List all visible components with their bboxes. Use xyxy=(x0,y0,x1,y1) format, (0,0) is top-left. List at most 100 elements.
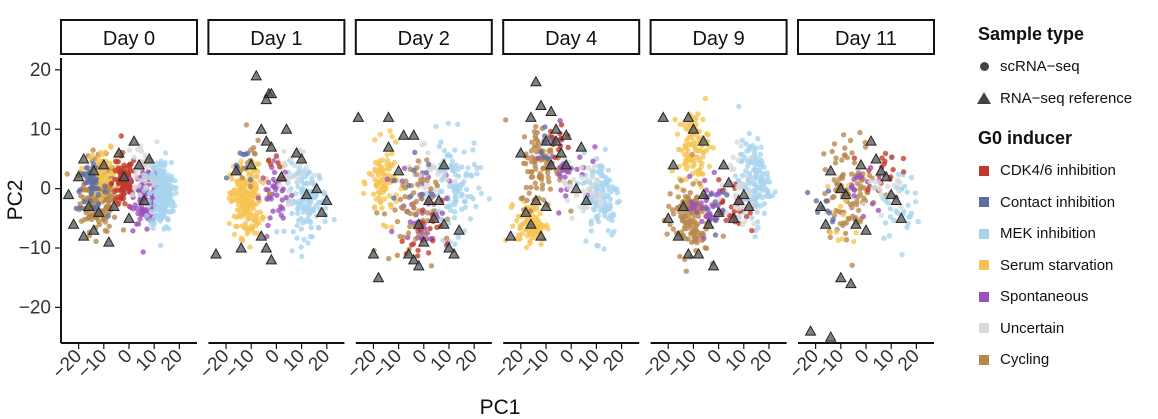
data-point xyxy=(233,223,239,229)
x-tick-label: 0 xyxy=(556,346,578,368)
data-point xyxy=(412,211,418,217)
data-point xyxy=(239,175,246,181)
data-point xyxy=(852,215,859,221)
data-point xyxy=(160,208,166,214)
data-point xyxy=(583,238,589,244)
x-tick-label: 20 xyxy=(747,346,777,376)
data-point xyxy=(729,166,735,172)
data-point xyxy=(108,144,114,151)
data-point xyxy=(735,185,741,191)
data-point xyxy=(239,194,245,201)
data-point xyxy=(270,208,276,214)
data-point xyxy=(908,174,915,181)
reference-triangle xyxy=(412,218,425,229)
data-point xyxy=(710,203,716,210)
data-point xyxy=(756,193,762,199)
data-point xyxy=(849,262,855,268)
legend-item-rna-seq-reference: RNA−seq reference xyxy=(970,83,1155,115)
data-point xyxy=(752,166,758,173)
data-point xyxy=(296,176,302,182)
data-point xyxy=(752,190,758,196)
data-point xyxy=(594,242,600,249)
data-point xyxy=(754,183,760,190)
data-point xyxy=(231,213,237,219)
reference-triangle xyxy=(697,135,710,146)
data-point xyxy=(900,169,907,175)
data-point xyxy=(102,172,109,178)
data-point xyxy=(394,218,401,225)
data-point xyxy=(138,148,145,154)
data-point xyxy=(372,137,378,143)
data-point xyxy=(386,166,392,172)
data-point xyxy=(836,208,842,215)
data-point xyxy=(528,148,535,154)
reference-triangle xyxy=(677,200,690,211)
data-point xyxy=(253,174,259,180)
reference-triangle xyxy=(575,141,588,152)
data-point xyxy=(112,176,118,182)
data-point xyxy=(556,210,562,216)
data-point xyxy=(745,189,752,196)
data-point xyxy=(278,203,284,210)
data-point xyxy=(471,161,477,168)
data-point xyxy=(688,132,694,139)
data-point xyxy=(548,137,554,143)
data-point xyxy=(266,191,273,197)
data-point xyxy=(474,171,480,177)
x-tick-label: −10 xyxy=(74,346,112,384)
data-point xyxy=(108,181,115,187)
data-point xyxy=(247,183,253,190)
data-point xyxy=(250,145,257,151)
data-point xyxy=(746,130,752,137)
legend-item-serum-starvation: Serum starvation xyxy=(970,250,1155,282)
data-point xyxy=(247,205,254,211)
reference-triangle xyxy=(422,194,435,205)
data-point xyxy=(540,197,547,203)
data-point xyxy=(889,154,895,160)
data-point xyxy=(256,220,262,226)
data-point xyxy=(829,194,836,201)
data-point xyxy=(143,172,149,178)
data-point xyxy=(118,133,125,139)
data-point xyxy=(744,148,750,154)
data-point xyxy=(681,161,688,167)
reference-triangle xyxy=(535,230,547,241)
data-point xyxy=(102,197,108,203)
data-point xyxy=(740,221,746,228)
data-point xyxy=(533,142,539,149)
reference-triangle xyxy=(320,194,333,205)
data-point xyxy=(305,205,312,212)
data-point xyxy=(684,225,690,231)
data-point xyxy=(569,215,575,221)
data-point xyxy=(860,213,867,220)
color-swatch-icon xyxy=(979,260,989,271)
data-point xyxy=(591,163,598,170)
data-point xyxy=(368,172,375,178)
data-point xyxy=(249,198,255,204)
data-point xyxy=(687,173,693,179)
data-point xyxy=(384,152,390,158)
data-point xyxy=(521,134,528,140)
reference-triangle xyxy=(138,194,150,205)
data-point xyxy=(168,159,175,166)
data-point xyxy=(589,174,595,180)
reference-triangle xyxy=(260,241,273,253)
data-point xyxy=(265,222,271,229)
x-tick-label: 0 xyxy=(409,346,431,368)
data-point xyxy=(288,192,295,199)
data-point xyxy=(433,123,439,130)
legend-item-spontaneous: Spontaneous xyxy=(970,281,1155,313)
data-point xyxy=(468,193,474,200)
data-point xyxy=(905,202,911,208)
reference-triangle xyxy=(433,194,445,205)
data-point xyxy=(878,212,884,218)
data-point xyxy=(592,200,598,206)
data-point xyxy=(840,171,846,178)
data-point xyxy=(228,190,235,196)
data-point xyxy=(825,183,831,190)
data-point xyxy=(732,173,738,179)
data-point xyxy=(276,182,282,188)
data-point xyxy=(851,193,857,199)
